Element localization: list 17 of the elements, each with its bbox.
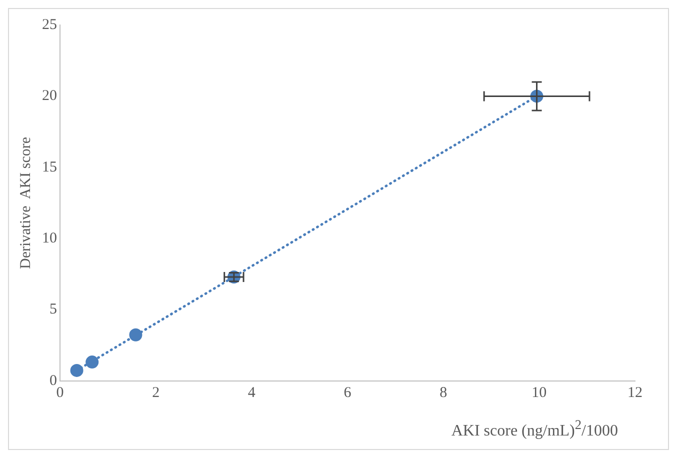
y-axis-title: Derivative AKI score bbox=[18, 136, 34, 270]
y-tick-label: 10 bbox=[42, 230, 57, 247]
y-tick-label: 25 bbox=[42, 16, 57, 33]
x-tick-label: 10 bbox=[532, 384, 547, 401]
y-tick-label: 0 bbox=[50, 372, 57, 389]
point bbox=[86, 356, 99, 369]
x-tick-label: 6 bbox=[344, 384, 352, 401]
y-tick-label: 5 bbox=[50, 302, 57, 318]
y-tick-label: 20 bbox=[42, 88, 57, 104]
y-tick-label: 15 bbox=[42, 159, 57, 176]
x-tick-label: 2 bbox=[152, 384, 160, 401]
x-axis-title: AKI score (ng/mL)$^{2}$/1000 bbox=[451, 417, 618, 440]
x-tick-label: 4 bbox=[248, 384, 256, 401]
x-tick-label: 12 bbox=[628, 384, 642, 401]
point bbox=[129, 328, 142, 342]
x-tick-label: 8 bbox=[440, 384, 448, 401]
point bbox=[70, 364, 84, 377]
